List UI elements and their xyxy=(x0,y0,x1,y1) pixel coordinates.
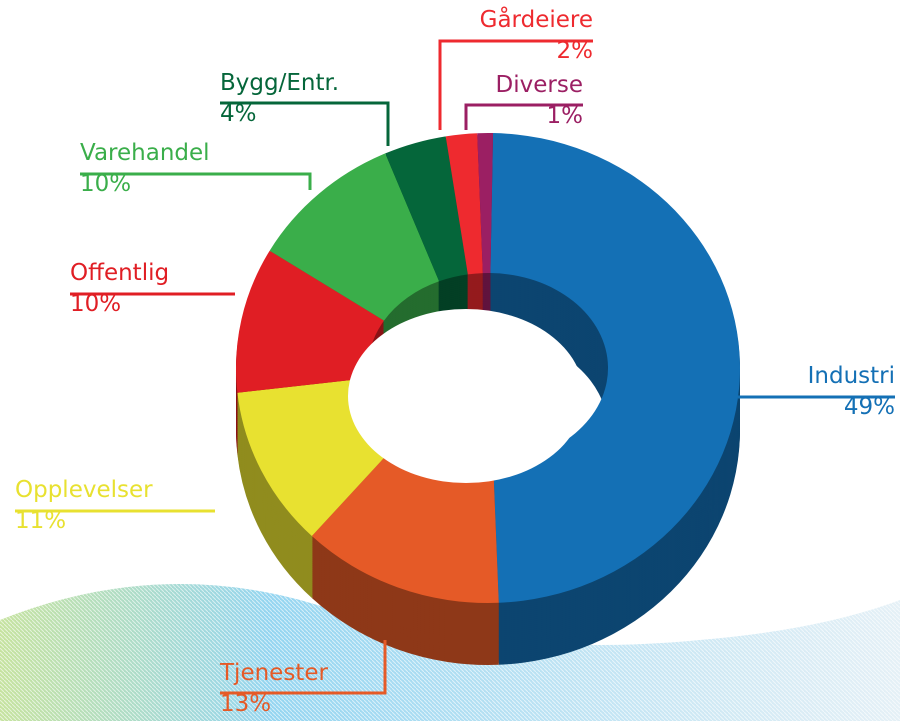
chart: Industri 49% Tjenester 13% Opplevelser 11% Off… xyxy=(0,0,900,721)
value-label: 49% xyxy=(844,394,895,420)
category-label: Diverse xyxy=(496,72,583,98)
category-label: Offentlig xyxy=(70,260,169,286)
category-label: Tjenester xyxy=(219,660,328,686)
value-label: 11% xyxy=(15,508,66,534)
value-label: 1% xyxy=(547,103,584,129)
value-label: 13% xyxy=(220,691,271,717)
donut xyxy=(236,133,740,665)
category-label: Industri xyxy=(808,363,895,389)
value-label: 10% xyxy=(70,291,121,317)
value-label: 10% xyxy=(80,171,131,197)
category-label: Opplevelser xyxy=(15,477,153,503)
category-label: Gårdeiere xyxy=(480,5,593,33)
donut-hole xyxy=(348,309,584,483)
value-label: 2% xyxy=(557,38,594,64)
category-label: Varehandel xyxy=(80,140,210,166)
category-label: Bygg/Entr. xyxy=(220,70,339,96)
value-label: 4% xyxy=(220,101,257,127)
